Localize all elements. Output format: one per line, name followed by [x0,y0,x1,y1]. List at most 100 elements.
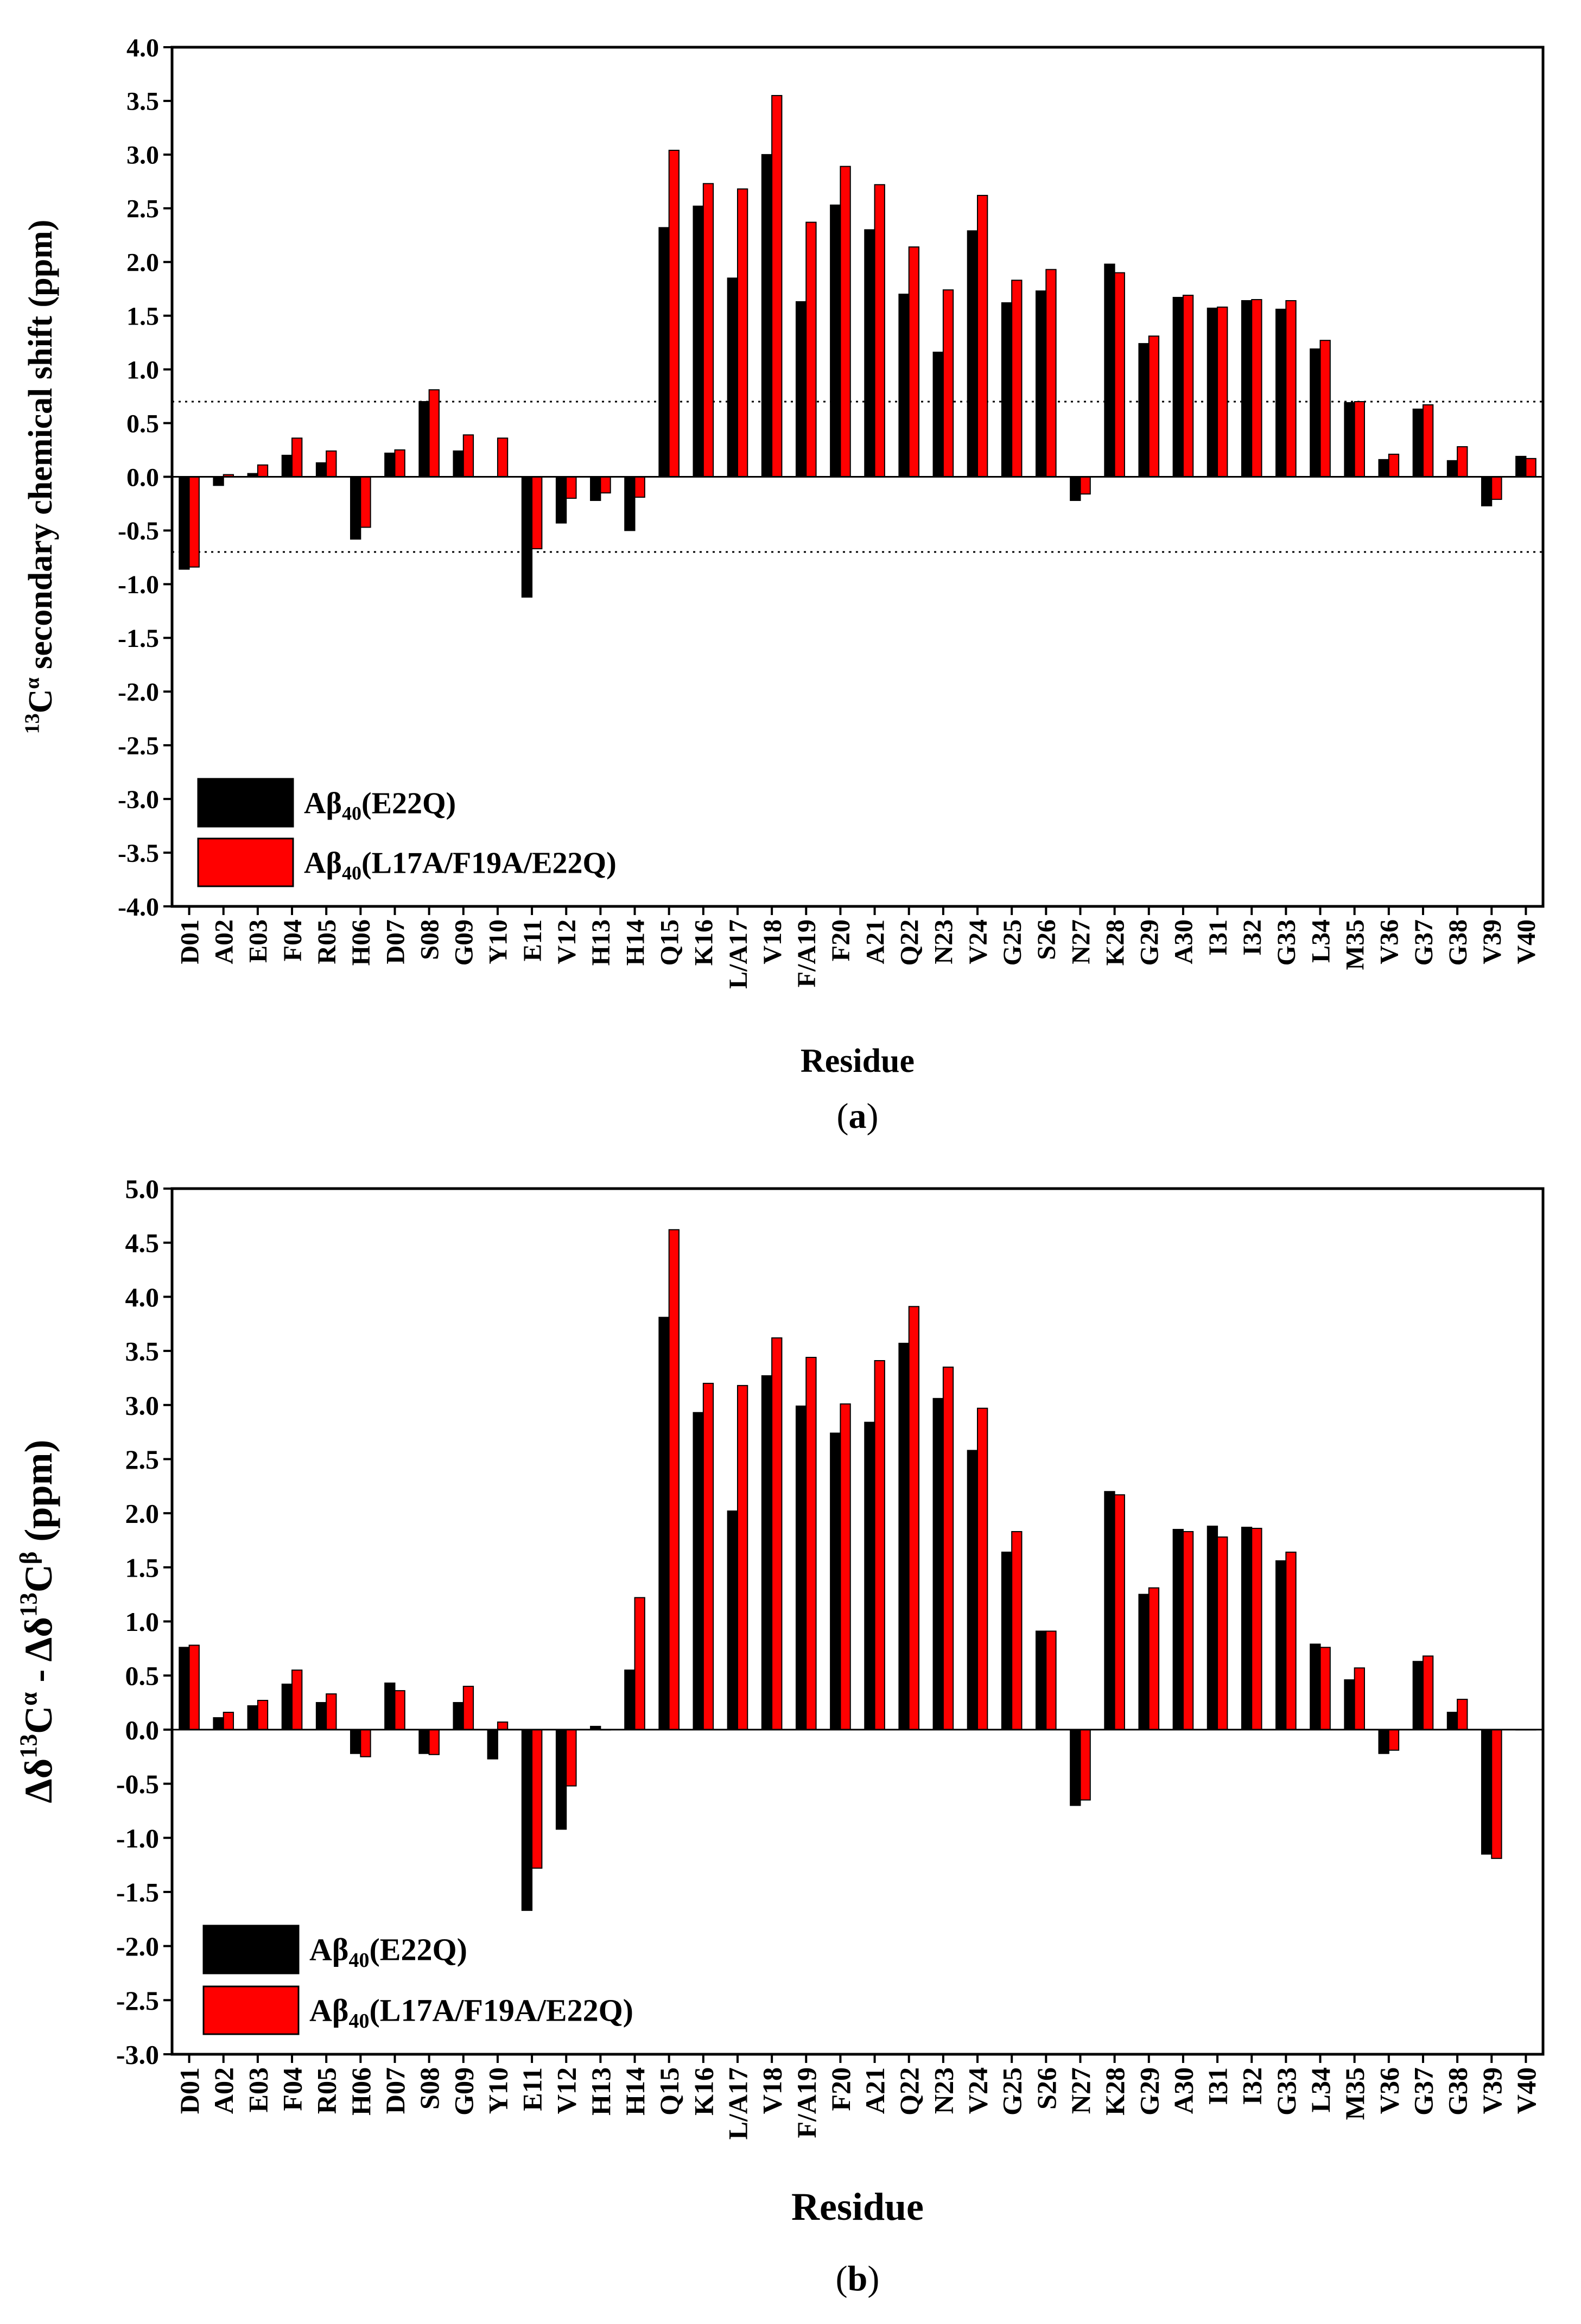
bar-l17a-f19a-e22q-F-A19 [805,221,817,478]
bar-l17a-f19a-e22q-R05 [326,450,337,478]
bar-e22q-H14 [624,476,636,531]
y-tick-label: 2.0 [125,1498,160,1529]
x-tick-label: L34 [1305,2067,1336,2112]
panel-a: -4.0 -3.5 -3.0 -2.5 -2.0 -1.5 -1.0 -0.5 0.0 0.5 1.… [21,34,1545,1136]
y-tick-label: -1.0 [116,1823,159,1853]
x-tick-label: V12 [553,919,581,964]
y-tick-label: -0.5 [116,1769,159,1799]
y-tick-label: 3.0 [126,141,159,170]
bar-e22q-D01 [179,1647,190,1730]
bar-l17a-f19a-e22q-D01 [188,476,200,568]
x-tick-label: G33 [1271,2067,1301,2116]
x-tick-label: H13 [586,2067,616,2116]
bar-l17a-f19a-e22q-F04 [291,437,303,478]
y-tick-label: -2.0 [116,1931,159,1961]
bar-l17a-f19a-e22q-V18 [771,95,783,478]
x-tick-label: K16 [688,2067,719,2116]
bar-l17a-f19a-e22q-K16 [702,1382,714,1730]
bar-e22q-L-A17 [727,1510,738,1730]
bar-e22q-F20 [830,204,841,478]
bar-e22q-F04 [281,1684,293,1730]
x-tick-label: N27 [1066,919,1095,964]
bar-e22q-A30 [1172,1529,1184,1730]
x-tick-label: G09 [448,2067,479,2116]
x-tick-label: E11 [518,919,547,961]
bar-e22q-N23 [932,351,944,478]
bar-l17a-f19a-e22q-A21 [874,1360,885,1730]
x-tick-label: N27 [1065,2067,1096,2114]
x-tick-label: A02 [210,919,239,964]
bar-l17a-f19a-e22q-N23 [942,289,954,478]
x-tick-label: L/A17 [722,2067,753,2139]
bar-l17a-f19a-e22q-R05 [326,1693,337,1730]
bar-e22q-G37 [1412,408,1424,478]
x-tick-label: K28 [1100,2067,1130,2116]
x-tick-label: V24 [964,919,993,964]
bar-l17a-f19a-e22q-G33 [1285,300,1297,478]
y-tick-label: 4.5 [125,1228,160,1258]
y-tick-label: 0.5 [126,409,159,438]
bar-e22q-H14 [624,1669,636,1730]
bar-l17a-f19a-e22q-I31 [1217,306,1228,478]
x-tick-label: H14 [620,2067,650,2116]
bar-e22q-G38 [1446,1711,1458,1730]
bar-e22q-M35 [1344,1679,1355,1730]
bar-l17a-f19a-e22q-F20 [840,166,851,478]
bar-l17a-f19a-e22q-G25 [1011,280,1023,478]
bar-e22q-V24 [967,1450,979,1730]
x-tick-label: I31 [1204,919,1233,956]
x-tick-label: F20 [827,919,855,961]
x-tick-label: F04 [277,2067,308,2111]
y-tick-label: -3.5 [118,839,159,868]
panel-label: (a) [837,1096,879,1136]
bar-e22q-L34 [1310,348,1321,478]
bar-e22q-D07 [384,1682,396,1730]
y-tick-label: -0.5 [118,517,159,545]
bar-e22q-I31 [1207,1526,1218,1730]
bar-l17a-f19a-e22q-V18 [771,1337,783,1730]
x-tick-label: G38 [1444,919,1472,966]
x-tick-label: F20 [826,2067,856,2111]
y-tick-label: 2.5 [125,1444,160,1475]
y-tick-label: 5.0 [125,1174,160,1204]
x-tick-label: A30 [1168,2067,1198,2114]
y-tick-label: -3.0 [118,785,159,814]
bar-e22q-M35 [1344,402,1355,478]
y-tick-label: -1.0 [118,570,159,599]
x-tick-label: I32 [1237,2067,1267,2105]
bar-l17a-f19a-e22q-I32 [1251,299,1262,478]
bar-e22q-S08 [418,1729,430,1754]
bar-e22q-S26 [1036,290,1047,478]
legend-swatch-l17a-f19a-e22q [197,837,294,887]
x-tick-label: N23 [928,2067,958,2114]
bar-l17a-f19a-e22q-E11 [531,1729,543,1869]
bar-l17a-f19a-e22q-G38 [1457,446,1468,478]
x-tick-label: V18 [757,2067,788,2114]
bar-e22q-I32 [1241,300,1253,478]
bar-e22q-V12 [555,476,567,524]
bar-l17a-f19a-e22q-D07 [394,449,405,478]
bar-e22q-G09 [453,1702,464,1730]
bar-l17a-f19a-e22q-F04 [291,1669,303,1730]
x-tick-label: Q15 [655,919,684,966]
bar-e22q-L-A17 [727,277,738,478]
bar-l17a-f19a-e22q-K28 [1114,272,1125,478]
x-tick-label: E11 [517,2067,548,2111]
panel-label: (b) [836,2259,880,2298]
x-tick-label: Q22 [894,2067,924,2116]
bar-e22q-N27 [1070,1729,1081,1806]
bar-l17a-f19a-e22q-V39 [1491,1729,1502,1859]
bar-e22q-G29 [1138,343,1150,478]
bar-l17a-f19a-e22q-A21 [874,184,885,478]
bar-e22q-E03 [247,1705,258,1730]
y-tick-label: 3.5 [126,87,159,116]
x-tick-label: D01 [175,919,204,964]
x-tick-label: S26 [1032,919,1061,960]
y-tick-label: -2.0 [118,678,159,707]
bar-e22q-Y10 [487,1729,498,1760]
x-tick-label: G25 [998,919,1027,966]
bar-l17a-f19a-e22q-M35 [1354,401,1365,478]
bar-l17a-f19a-e22q-I31 [1217,1536,1228,1730]
bar-l17a-f19a-e22q-V24 [977,1407,988,1730]
bar-e22q-F-A19 [795,1405,807,1730]
